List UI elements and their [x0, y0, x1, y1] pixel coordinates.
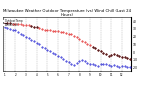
Title: Milwaukee Weather Outdoor Temperature (vs) Wind Chill (Last 24 Hours): Milwaukee Weather Outdoor Temperature (v… [3, 9, 131, 17]
Legend: Outdoor Temp, Wind Chill: Outdoor Temp, Wind Chill [4, 19, 23, 27]
